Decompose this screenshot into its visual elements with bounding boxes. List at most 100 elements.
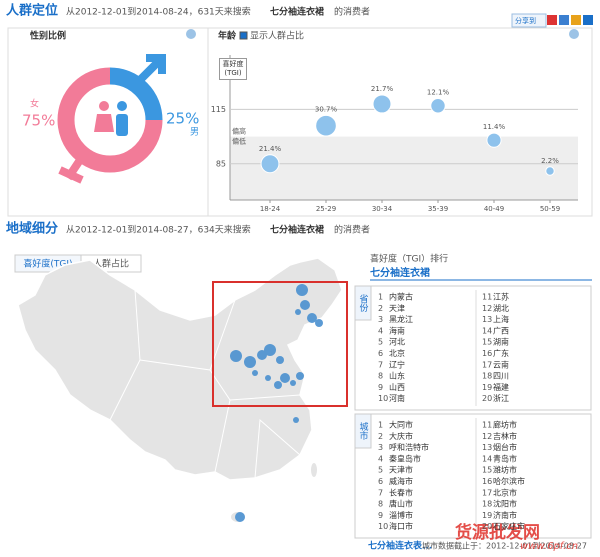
band-label: 偏高 bbox=[232, 127, 246, 136]
share-icon[interactable] bbox=[571, 15, 581, 25]
category-label: 男 bbox=[190, 127, 199, 138]
rank: 12 bbox=[482, 432, 492, 441]
city-box bbox=[354, 413, 592, 539]
rank: 19 bbox=[482, 511, 492, 520]
ranking-keyword: 七分袖连衣裙 bbox=[370, 266, 430, 279]
size-label: 2.2% bbox=[541, 157, 559, 165]
rank-name: 潍坊市 bbox=[493, 465, 517, 475]
side-tab[interactable] bbox=[354, 285, 372, 321]
x-tick-label: 35-39 bbox=[428, 205, 448, 213]
low-band bbox=[230, 136, 578, 200]
rank: 16 bbox=[482, 477, 492, 486]
rank: 20 bbox=[482, 522, 492, 531]
rank: 5 bbox=[378, 338, 383, 347]
rank: 13 bbox=[482, 315, 492, 324]
bubble bbox=[260, 154, 280, 174]
rank: 4 bbox=[378, 454, 383, 463]
help-icon[interactable] bbox=[186, 29, 196, 39]
rank-name: 大庆市 bbox=[389, 431, 413, 441]
checkbox-label: 显示人群占比 bbox=[250, 30, 304, 42]
rank: 2 bbox=[378, 304, 383, 313]
rank-name: 呼和浩特市 bbox=[389, 442, 429, 452]
rank: 17 bbox=[482, 360, 492, 369]
value-label: 75% bbox=[22, 112, 55, 130]
rank: 1 bbox=[378, 293, 383, 302]
tab-label: 人群占比 bbox=[93, 258, 129, 270]
rank-name: 烟台市 bbox=[493, 442, 517, 452]
rank: 14 bbox=[482, 454, 492, 463]
rank-name: 浙江 bbox=[493, 393, 509, 403]
map-bubbles bbox=[230, 284, 323, 522]
rank-name: 北京 bbox=[389, 348, 405, 358]
rank-name: 四川 bbox=[493, 372, 509, 381]
rank: 6 bbox=[378, 477, 383, 486]
rank-name: 哈尔滨市 bbox=[493, 476, 525, 486]
side-tab[interactable] bbox=[354, 413, 372, 449]
rank-name: 淄博市 bbox=[389, 510, 413, 520]
rank-name: 唐山市 bbox=[389, 499, 413, 509]
rank: 11 bbox=[482, 421, 492, 430]
rank-name: 大同市 bbox=[389, 420, 413, 430]
rank-name: 海口市 bbox=[389, 521, 413, 531]
rank: 20 bbox=[482, 394, 492, 403]
rank: 17 bbox=[482, 488, 492, 497]
bubble bbox=[486, 132, 502, 148]
rank-name: 北京市 bbox=[493, 487, 517, 497]
x-tick-label: 25-29 bbox=[316, 205, 336, 213]
bubble bbox=[545, 166, 555, 176]
province-box bbox=[354, 285, 592, 411]
rank-name: 秦皇岛市 bbox=[389, 453, 421, 463]
x-tick-label: 40-49 bbox=[484, 205, 504, 213]
ring-segment bbox=[57, 67, 163, 173]
share-icon[interactable] bbox=[547, 15, 557, 25]
rank-name: 海南 bbox=[389, 325, 405, 335]
rank: 15 bbox=[482, 466, 492, 475]
rank-name: 河北 bbox=[389, 337, 405, 347]
share-icon[interactable] bbox=[583, 15, 593, 25]
ranking-title: 喜好度（TGI）排行 bbox=[370, 253, 448, 265]
rank-name: 吉林市 bbox=[493, 431, 517, 441]
keyword: 七分袖连衣裙 bbox=[270, 224, 324, 236]
rank-name: 长春市 bbox=[389, 487, 413, 497]
suffix: 的消费者 bbox=[334, 224, 370, 236]
section-subtitle: 从2012-12-01到2014-08-27，634天来搜索 bbox=[66, 224, 251, 236]
china-map bbox=[17, 257, 343, 522]
rank-name: 内蒙古 bbox=[389, 292, 413, 302]
rank: 7 bbox=[378, 360, 383, 369]
share-icon[interactable] bbox=[559, 15, 569, 25]
y-tick-label: 115 bbox=[211, 105, 226, 114]
y-tick-label: 85 bbox=[216, 159, 226, 168]
rank-name: 济南市 bbox=[493, 510, 517, 520]
rank: 1 bbox=[378, 421, 383, 430]
size-label: 11.4% bbox=[483, 123, 506, 131]
keyword: 七分袖连衣裙 bbox=[270, 6, 324, 18]
rank-name: 山西 bbox=[389, 382, 405, 392]
rank-name: 沈阳市 bbox=[493, 499, 517, 509]
rank-name: 青岛市 bbox=[493, 453, 517, 463]
rank-name: 福建 bbox=[493, 382, 509, 392]
rank: 8 bbox=[378, 500, 383, 509]
rank-name: 威海市 bbox=[389, 476, 413, 486]
rank: 7 bbox=[378, 488, 383, 497]
share-button[interactable] bbox=[511, 13, 547, 28]
rank: 5 bbox=[378, 466, 383, 475]
checkbox[interactable] bbox=[239, 31, 248, 40]
x-tick-label: 18-24 bbox=[260, 205, 281, 213]
size-label: 30.7% bbox=[315, 105, 338, 113]
share-label: 分享到 bbox=[515, 16, 536, 25]
gender-symbols bbox=[58, 54, 166, 184]
rank-name: 廊坊市 bbox=[493, 420, 517, 430]
suffix: 的消费者 bbox=[334, 6, 370, 18]
side-tab-label: 城市 bbox=[358, 422, 369, 441]
side-tab-label: 省份 bbox=[358, 293, 369, 313]
rank-name: 云南 bbox=[493, 359, 509, 369]
help-icon[interactable] bbox=[569, 29, 579, 39]
tab-label: 喜好度(TGI) bbox=[23, 258, 72, 270]
size-label: 12.1% bbox=[427, 89, 450, 97]
rank: 8 bbox=[378, 372, 383, 381]
rank: 16 bbox=[482, 349, 492, 358]
rank: 9 bbox=[378, 511, 383, 520]
rank-name: 山东 bbox=[389, 371, 405, 381]
watermark: 货源批发网 bbox=[455, 522, 540, 543]
